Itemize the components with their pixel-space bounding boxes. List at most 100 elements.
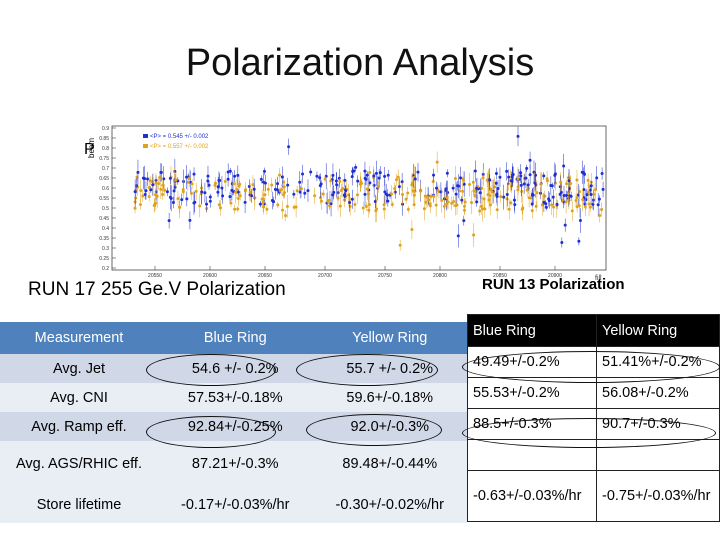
data-point: [539, 182, 543, 186]
data-point: [276, 203, 280, 207]
y-tick-label: 0.7: [102, 166, 109, 172]
data-point: [281, 208, 285, 212]
data-point: [169, 196, 173, 200]
data-point: [530, 193, 534, 197]
data-point: [563, 223, 567, 227]
data-point: [185, 197, 189, 201]
data-point: [351, 169, 355, 173]
data-point: [181, 188, 185, 192]
data-point: [365, 173, 369, 177]
data-point: [496, 186, 500, 190]
data-point: [509, 201, 513, 205]
data-point: [544, 205, 548, 209]
data-point: [419, 189, 423, 193]
data-point: [524, 176, 528, 180]
data-point: [542, 174, 546, 178]
data-point: [368, 181, 372, 185]
data-point: [512, 198, 516, 202]
data-point: [390, 192, 394, 196]
data-point: [451, 186, 455, 190]
data-point: [386, 199, 390, 203]
data-point: [248, 190, 252, 194]
data-point: [453, 177, 457, 181]
data-point: [363, 192, 367, 196]
data-point: [440, 199, 444, 203]
y-tick-label: 0.2: [102, 266, 109, 272]
data-point: [165, 190, 169, 194]
table-row: Avg. AGS/RHIC eff. 87.21+/-0.3% 89.48+/-…: [0, 441, 467, 487]
data-point: [559, 180, 563, 184]
data-point: [533, 181, 537, 185]
data-point: [434, 203, 438, 207]
data-point: [323, 177, 327, 181]
data-point: [596, 203, 600, 207]
data-point: [478, 209, 482, 213]
data-point: [450, 201, 454, 205]
data-point: [219, 206, 223, 210]
run13-header-blue: Blue Ring: [467, 314, 597, 347]
data-point: [309, 170, 313, 174]
data-point: [161, 193, 165, 197]
data-point: [139, 188, 143, 192]
data-point: [292, 192, 296, 196]
data-point: [386, 173, 390, 177]
data-point: [561, 198, 565, 202]
data-point: [406, 207, 410, 211]
data-point: [471, 180, 475, 184]
data-point: [383, 174, 387, 178]
run17-cell: 87.21+/-0.3%: [158, 441, 313, 487]
data-point: [275, 188, 279, 192]
run13-header-row: Blue Ring Yellow Ring: [467, 314, 720, 347]
run17-header-measurement: Measurement: [0, 322, 158, 354]
data-point: [558, 185, 562, 189]
data-point: [270, 199, 274, 203]
data-point: [331, 173, 335, 177]
data-point: [374, 171, 378, 175]
x-tick-label: 20850: [493, 273, 507, 279]
data-point: [526, 183, 530, 187]
data-point: [424, 200, 428, 204]
data-point: [176, 197, 180, 201]
data-point: [598, 213, 602, 217]
data-point: [203, 191, 207, 195]
plot-x-ticks: 20550 20600 20650 20700 20750 20800 20850 20900: [148, 266, 562, 279]
data-point: [348, 204, 352, 208]
highlight-ellipse: [296, 354, 438, 386]
data-point: [564, 194, 568, 198]
data-point: [236, 197, 240, 201]
data-point: [136, 170, 140, 174]
data-point: [135, 175, 139, 179]
highlight-ellipse: [462, 418, 716, 448]
legend-yellow-marker: [143, 144, 148, 148]
data-point: [315, 174, 319, 178]
data-point: [505, 169, 509, 173]
data-point: [553, 172, 557, 176]
data-point: [171, 201, 175, 205]
data-point: [445, 171, 449, 175]
data-point: [519, 183, 523, 187]
table-row: Avg. CNI 57.53+/-0.18% 59.6+/-0.18%: [0, 383, 467, 412]
data-point: [534, 173, 538, 177]
data-point: [472, 233, 476, 237]
data-point: [287, 145, 291, 149]
highlight-ellipse: [306, 414, 442, 446]
data-point: [462, 219, 466, 223]
data-point: [527, 196, 531, 200]
data-point: [356, 193, 360, 197]
data-point: [189, 191, 193, 195]
data-point: [600, 172, 604, 176]
data-point: [251, 183, 255, 187]
data-point: [577, 204, 581, 208]
data-point: [475, 200, 479, 204]
data-point: [147, 185, 151, 189]
data-point: [400, 180, 404, 184]
data-point: [427, 198, 431, 202]
run17-cell: Avg. Jet: [0, 354, 158, 383]
data-point: [475, 186, 479, 190]
data-point: [344, 189, 348, 193]
data-point: [581, 198, 585, 202]
data-point: [342, 193, 346, 197]
data-point: [306, 189, 310, 193]
data-point: [393, 190, 397, 194]
data-point: [193, 200, 197, 204]
